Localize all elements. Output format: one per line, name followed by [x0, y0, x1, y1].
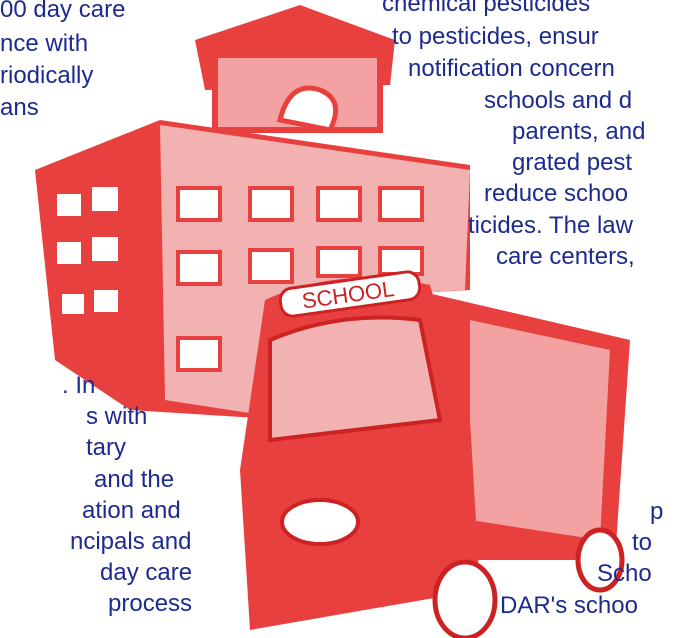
bus-side	[470, 320, 610, 540]
text-line: . In	[62, 372, 95, 400]
page: SCHOOL 00 day care nce with riodically a…	[0, 0, 678, 638]
text-line: DAR's schoo	[500, 592, 638, 620]
text-line: p	[650, 498, 663, 526]
wheel	[435, 562, 495, 638]
text-line: nce with	[0, 30, 88, 58]
text-line: tary	[86, 434, 126, 462]
text-line: care centers,	[496, 243, 635, 271]
text-line: process	[108, 590, 192, 618]
text-line: 00 day care	[0, 0, 125, 24]
text-line: riodically	[0, 62, 93, 90]
text-line: parents, and	[512, 118, 645, 146]
text-line: s with	[86, 403, 147, 431]
text-line: ncipals and	[70, 528, 191, 556]
text-line: notification concern	[408, 55, 615, 83]
windshield	[270, 318, 440, 441]
text-line: ans	[0, 94, 39, 122]
text-line: chemical pesticides	[382, 0, 590, 18]
text-line: ation and	[82, 497, 181, 525]
text-line: Scho	[597, 560, 652, 588]
text-line: grated pest	[512, 149, 632, 177]
text-line: day care	[100, 559, 192, 587]
grille	[282, 500, 358, 544]
text-line: to pesticides, ensur	[392, 23, 599, 51]
text-line: schools and d	[484, 87, 632, 115]
text-line: ticides. The law	[468, 212, 633, 240]
text-line: reduce schoo	[484, 180, 628, 208]
text-line: and the	[94, 466, 174, 494]
text-line: to	[632, 529, 652, 557]
